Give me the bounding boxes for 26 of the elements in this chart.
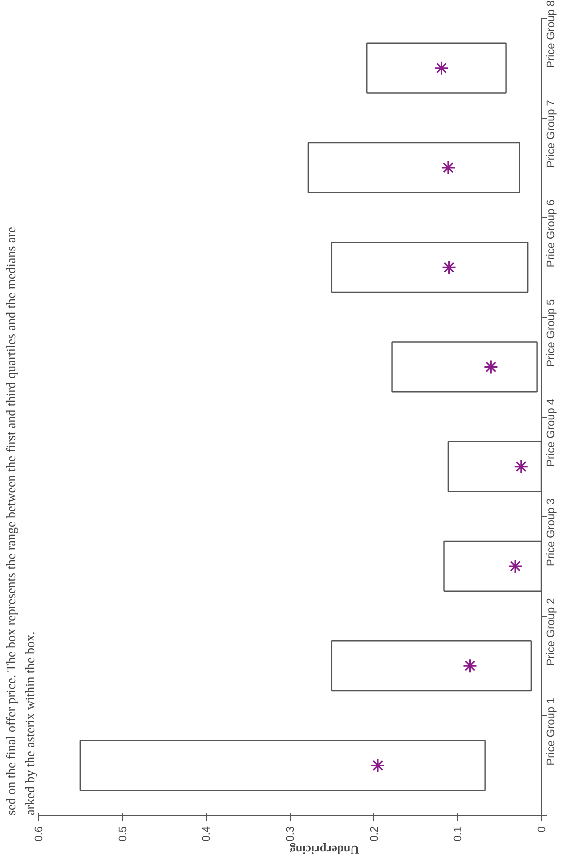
y-tick-label: Price Group 7	[546, 100, 558, 168]
point	[514, 460, 529, 474]
text: arked by the asterix within the box.	[22, 632, 38, 816]
point	[508, 559, 523, 574]
point	[370, 758, 386, 773]
x-tick-label: 0.3	[285, 826, 297, 842]
x-tick-label: 0.1	[452, 826, 465, 842]
y-tick-label: Price Group 5	[546, 299, 558, 368]
x-axis-title: Underpricing	[290, 842, 360, 857]
y-tick-label: Price Group 6	[546, 200, 558, 268]
x-tick-label: 0.4	[201, 826, 214, 842]
y-tick-label: Price Group 1	[546, 698, 558, 766]
point	[484, 360, 498, 374]
point	[434, 61, 449, 76]
y-tick-label: Price Group 4	[546, 398, 558, 467]
point	[462, 658, 478, 674]
y-tick-label: Price Group 2	[546, 598, 558, 666]
x-tick-label: 0.6	[34, 826, 46, 842]
x-tick-label: 0.5	[117, 826, 130, 842]
y-tick-label: Price Group 3	[546, 498, 558, 566]
x-tick-label: 0.2	[368, 826, 381, 842]
point	[441, 160, 456, 176]
y-tick-label: Price Group 8	[546, 0, 558, 68]
point	[442, 260, 457, 275]
x-tick-label: 0	[536, 826, 548, 833]
text: sed on the final offer price. The box represents the range between the first and third quartiles and the medians are	[4, 226, 18, 816]
